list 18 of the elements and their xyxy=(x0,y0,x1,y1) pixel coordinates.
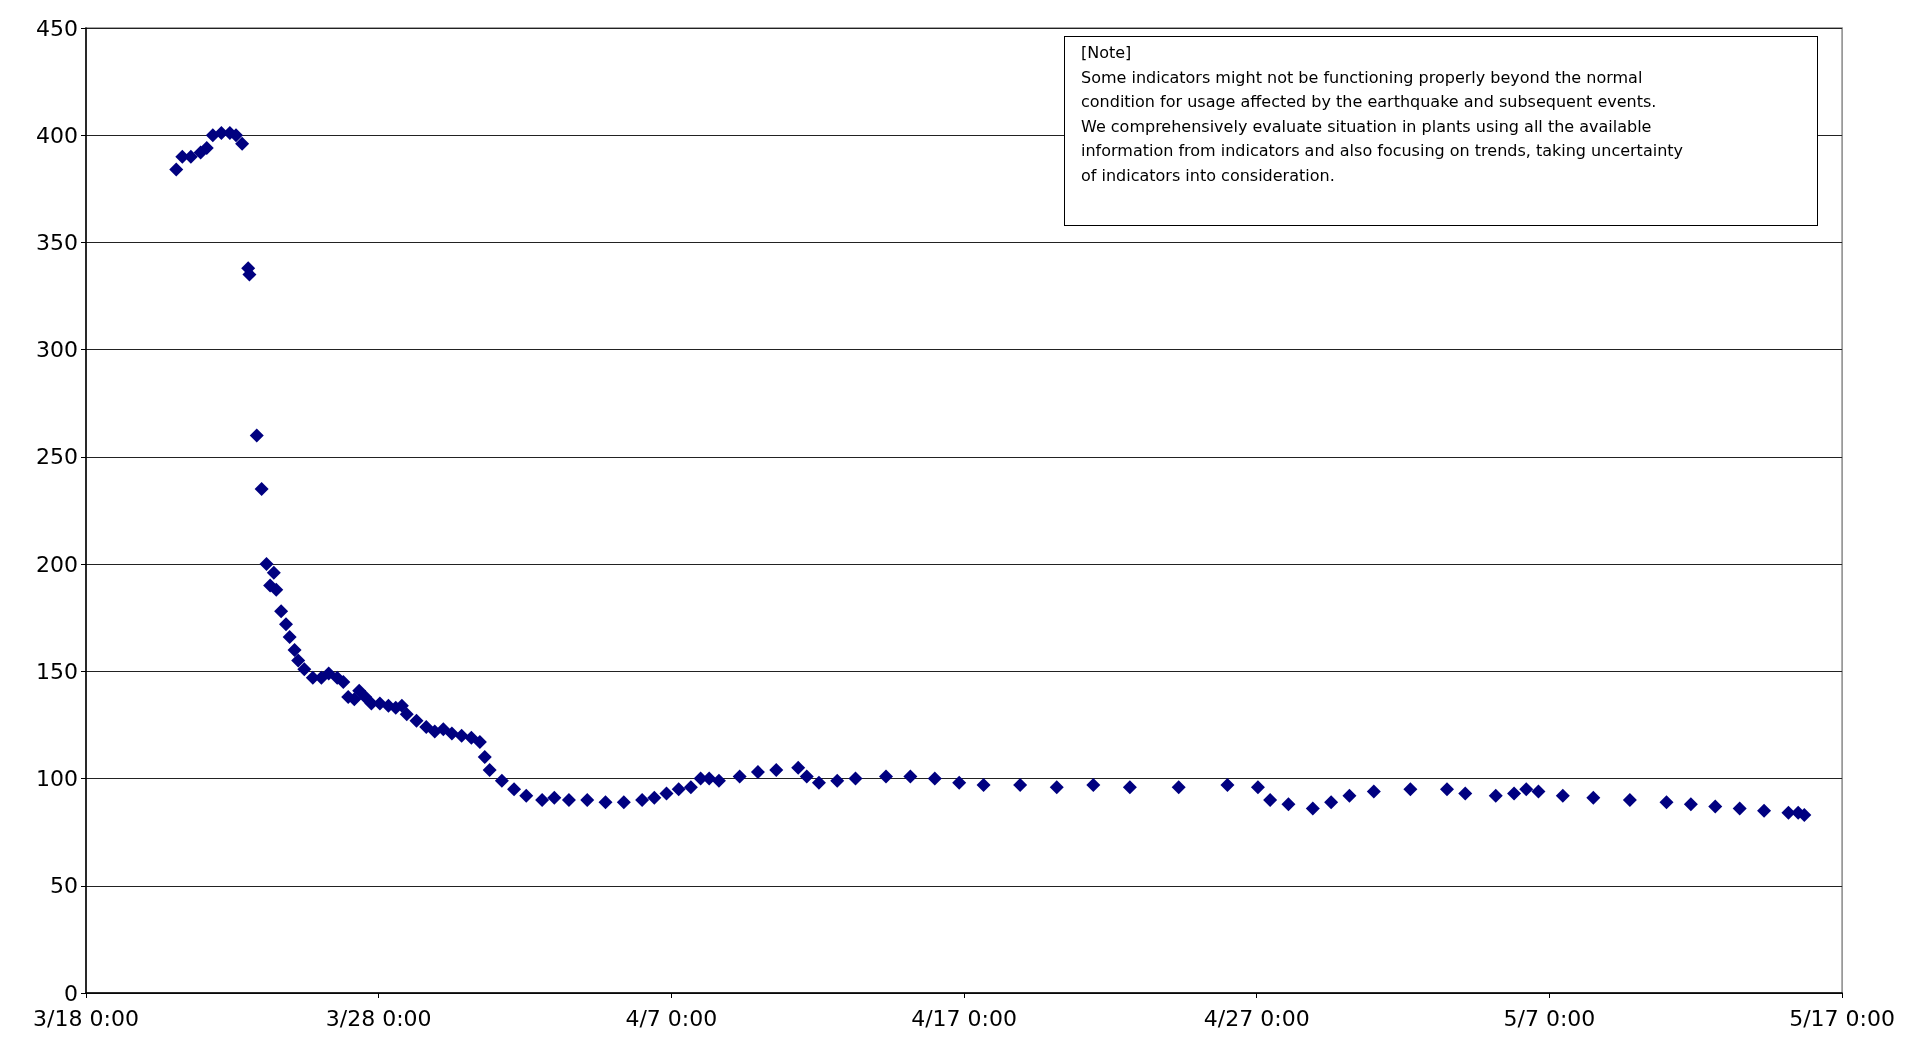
y-tick-label: 50 xyxy=(50,873,78,899)
y-tick-label: 400 xyxy=(36,122,78,148)
y-tick-label: 250 xyxy=(36,444,78,470)
x-tick-label: 3/28 0:00 xyxy=(325,1005,432,1031)
x-tick-label: 4/7 0:00 xyxy=(625,1005,718,1031)
x-tick-label: 5/7 0:00 xyxy=(1503,1005,1596,1031)
x-tick-label: 4/27 0:00 xyxy=(1203,1005,1310,1031)
y-tick-label: 450 xyxy=(36,15,78,41)
y-tick-label: 200 xyxy=(36,551,78,577)
y-tick-label: 100 xyxy=(36,766,78,792)
y-tick-label: 300 xyxy=(36,337,78,363)
y-tick-label: 0 xyxy=(64,980,78,1006)
note-box: [Note] Some indicators might not be functioning properly beyond the normal condition for usage affected by the earthquake and subsequent events. We comprehensively evaluate situation in plants using all the available information from indicators and also focusing on trends, taking uncertainty of indicators into consideration. xyxy=(1064,36,1818,226)
y-tick-label: 150 xyxy=(36,658,78,684)
x-tick-label: 5/17 0:00 xyxy=(1789,1005,1896,1031)
x-tick-label: 4/17 0:00 xyxy=(911,1005,1017,1031)
x-tick-label: 3/18 0:00 xyxy=(33,1005,139,1031)
y-tick-label: 350 xyxy=(36,229,78,255)
